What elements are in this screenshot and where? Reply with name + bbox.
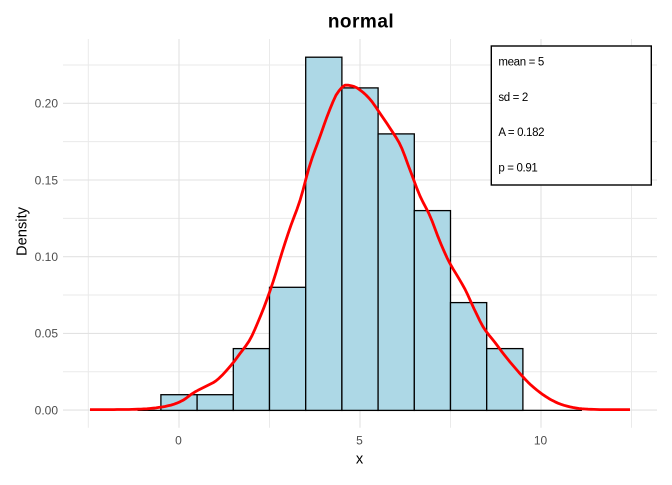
svg-text:normal: normal xyxy=(328,12,394,33)
svg-text:10: 10 xyxy=(534,434,548,448)
svg-text:0.10: 0.10 xyxy=(35,250,59,264)
svg-text:0.00: 0.00 xyxy=(35,403,59,417)
svg-text:x: x xyxy=(356,452,364,468)
svg-text:sd = 2: sd = 2 xyxy=(498,92,528,104)
svg-text:mean = 5: mean = 5 xyxy=(498,57,543,69)
svg-text:A = 0.182: A = 0.182 xyxy=(498,127,544,139)
svg-text:5: 5 xyxy=(356,434,363,448)
svg-text:p = 0.91: p = 0.91 xyxy=(498,162,537,174)
svg-text:Density: Density xyxy=(15,206,31,256)
svg-text:0.15: 0.15 xyxy=(35,173,59,187)
svg-text:0.05: 0.05 xyxy=(35,327,59,341)
svg-text:0: 0 xyxy=(175,434,182,448)
svg-text:0.20: 0.20 xyxy=(35,97,59,111)
